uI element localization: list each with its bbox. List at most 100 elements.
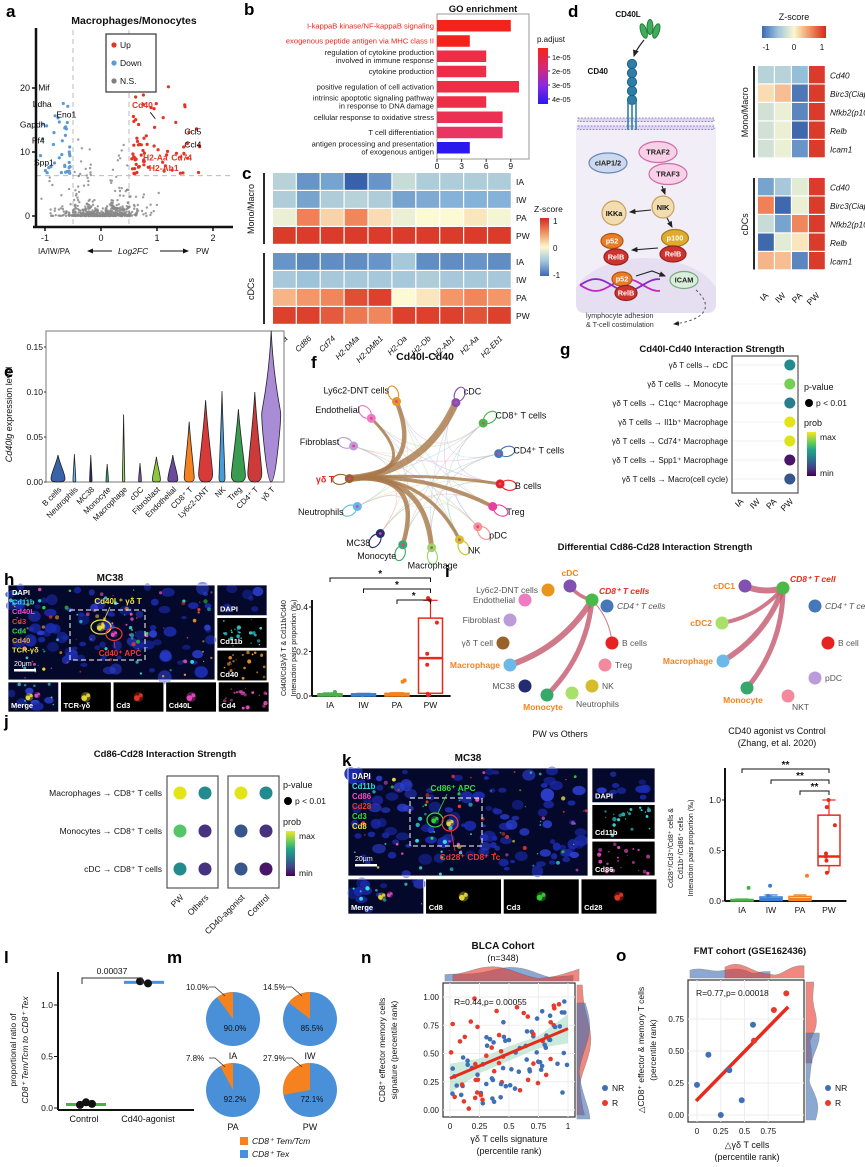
ns-point bbox=[130, 214, 134, 217]
shape bbox=[454, 401, 458, 404]
signal-speck bbox=[505, 834, 510, 839]
signal-speck bbox=[231, 654, 235, 657]
gene-label: Mif bbox=[38, 83, 50, 93]
panel-title: Cd40l-Cd40 Interaction Strength bbox=[639, 344, 784, 355]
heat-cell bbox=[758, 66, 774, 84]
network-caption: CD40 agonist vs Control bbox=[728, 726, 826, 736]
heat-cell bbox=[296, 191, 320, 208]
ns-point bbox=[58, 214, 61, 217]
ns-point bbox=[105, 211, 108, 214]
pie-value: 90.0% bbox=[224, 1024, 247, 1033]
row-label: PW bbox=[516, 231, 530, 241]
up-point bbox=[137, 122, 141, 127]
data-point bbox=[531, 1032, 536, 1037]
nucleus-blob bbox=[94, 598, 106, 610]
column-label: IA bbox=[733, 496, 746, 509]
heat-cell bbox=[392, 253, 416, 270]
y-tick: 0.10 bbox=[26, 387, 43, 397]
panel-n: n BLCA Cohort (n=348) R=0.44,p= 0.00055 0 0.… bbox=[353, 933, 635, 1167]
down-point bbox=[45, 124, 49, 128]
signal-speck bbox=[519, 789, 522, 792]
x-tick: 0.5 bbox=[503, 1122, 515, 1131]
gene-label: Relb bbox=[830, 127, 847, 136]
heat-cell bbox=[758, 103, 774, 121]
heat-cell bbox=[273, 289, 296, 306]
y-tick: 0.0 bbox=[41, 1103, 53, 1113]
signal-speck bbox=[571, 821, 575, 825]
data-point bbox=[543, 1045, 549, 1050]
nucleus-blob bbox=[569, 851, 580, 859]
bar-label: positive regulation of cell activation bbox=[317, 82, 434, 91]
data-point bbox=[539, 1009, 545, 1014]
prob-dot bbox=[198, 862, 212, 876]
interaction-edge bbox=[544, 597, 595, 698]
tile-label: DAPI bbox=[595, 792, 613, 801]
signal-speck bbox=[376, 866, 380, 869]
node-label: Fibroblast bbox=[300, 437, 340, 447]
sig-label: ** bbox=[811, 782, 819, 793]
nucleus-blob bbox=[357, 779, 366, 784]
prob-dot bbox=[784, 454, 796, 466]
signal-speck bbox=[482, 771, 486, 775]
heat-cell bbox=[809, 66, 825, 84]
signal-speck bbox=[26, 627, 29, 630]
signal-speck bbox=[415, 838, 419, 843]
node-label: Fibroblast bbox=[463, 615, 501, 625]
signal-speck bbox=[407, 811, 410, 814]
signal-speck bbox=[130, 617, 134, 621]
node-label: NK bbox=[468, 545, 481, 555]
shape bbox=[218, 681, 270, 713]
nucleus-blob bbox=[351, 819, 359, 828]
x-category: PW bbox=[424, 700, 438, 710]
y-axis-label: Cd40l/Cd3/γδ T & Cd11b/Cd40 bbox=[281, 600, 288, 696]
data-point bbox=[335, 693, 340, 698]
data-point bbox=[824, 870, 829, 875]
signal-speck bbox=[424, 812, 427, 816]
signal-speck bbox=[612, 823, 616, 827]
nucleus-blob bbox=[428, 794, 435, 801]
network-node bbox=[518, 679, 532, 693]
ns-point bbox=[94, 208, 98, 212]
nucleus-blob bbox=[38, 636, 46, 643]
signal-speck bbox=[618, 813, 622, 818]
signal-speck bbox=[513, 771, 516, 773]
column-label: Others bbox=[185, 892, 210, 917]
violin bbox=[261, 330, 282, 483]
heat-cell bbox=[344, 209, 368, 226]
row-label: γδ T cells → Monocyte bbox=[647, 380, 728, 389]
heat-cell bbox=[809, 178, 825, 196]
nucleus-blob bbox=[356, 877, 368, 889]
data-point bbox=[524, 1029, 530, 1034]
signal-speck bbox=[418, 866, 423, 870]
shape bbox=[431, 818, 436, 824]
panel-e: e 0.00 0.05 0.10 0.15 Cd40lg expression leve… bbox=[0, 320, 292, 562]
shape bbox=[536, 894, 543, 901]
network-node bbox=[540, 688, 554, 702]
signal-speck bbox=[233, 668, 235, 670]
nucleus-blob bbox=[543, 800, 555, 809]
signal-speck bbox=[375, 888, 378, 892]
nucleus-blob bbox=[29, 702, 44, 711]
ns-point bbox=[108, 214, 112, 218]
data-point bbox=[491, 1040, 496, 1045]
signal-speck bbox=[422, 805, 424, 808]
signal-speck bbox=[366, 777, 370, 780]
bar bbox=[437, 142, 470, 154]
data-point bbox=[487, 1036, 493, 1042]
interaction-edge bbox=[720, 585, 786, 664]
ns-point bbox=[152, 209, 155, 213]
data-point bbox=[465, 1058, 470, 1063]
ns-point bbox=[119, 157, 122, 160]
data-point bbox=[694, 1081, 700, 1088]
prob-dot bbox=[784, 397, 796, 409]
bar bbox=[437, 20, 511, 32]
node-label: cDC bbox=[464, 387, 482, 397]
ns-point bbox=[105, 214, 108, 217]
heat-cell bbox=[392, 307, 416, 324]
up-point bbox=[170, 168, 174, 172]
legend-title: p-value bbox=[804, 382, 834, 392]
signal-speck bbox=[433, 831, 436, 833]
signal-speck bbox=[425, 800, 429, 804]
signal-speck bbox=[243, 691, 245, 694]
down-point bbox=[59, 171, 64, 175]
